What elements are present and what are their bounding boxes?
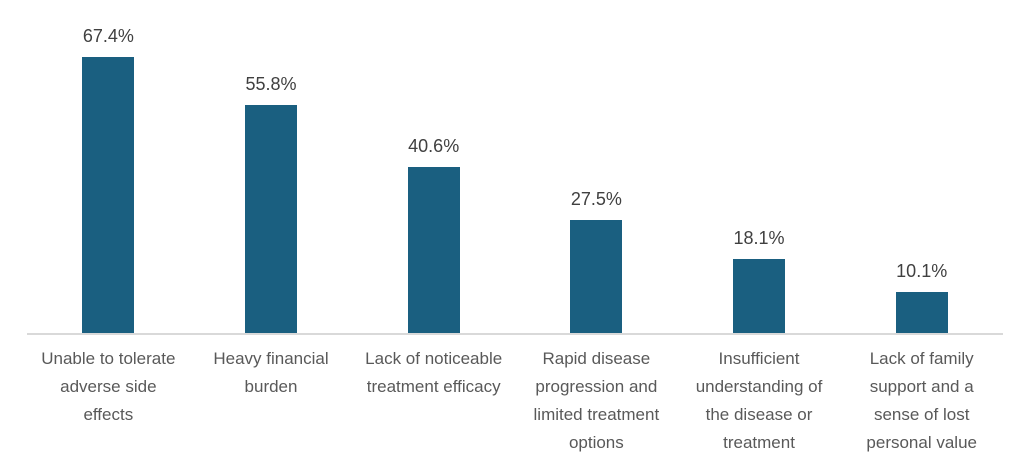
- bar-cell: 10.1%: [840, 0, 1003, 333]
- category-label: Heavy financial burden: [213, 349, 329, 396]
- bar: [895, 291, 948, 333]
- bar: [407, 166, 460, 333]
- bar-cell: 18.1%: [678, 0, 841, 333]
- category-label: Rapid disease progression and limited tr…: [533, 349, 660, 452]
- bar-value-label: 40.6%: [408, 135, 460, 156]
- bar-value-label: 67.4%: [82, 26, 134, 46]
- category-row: Unable to tolerate adverse side effects H…: [27, 345, 1003, 457]
- bar: [570, 220, 623, 333]
- bar-value-label: 55.8%: [245, 73, 297, 94]
- bar: [82, 57, 135, 333]
- category-label: Unable to tolerate adverse side effects: [41, 349, 176, 424]
- bar: [245, 104, 297, 333]
- category-label: Lack of family support and a sense of lo…: [866, 349, 977, 452]
- bar-value-label: 27.5%: [570, 189, 622, 210]
- bar-value-label: 18.1%: [733, 227, 785, 248]
- category-label: Insufficient understanding of the diseas…: [695, 349, 823, 452]
- x-axis-line: [27, 333, 1003, 335]
- bar-value-label: 10.1%: [896, 260, 948, 281]
- bars-row: 67.4% 55.8% 40.6% 27.5% 18.1% 10.1%: [27, 0, 1003, 333]
- bar-cell: 55.8%: [190, 0, 353, 333]
- bar: [733, 258, 786, 333]
- bar-cell: 67.4%: [27, 0, 190, 333]
- bar-cell: 40.6%: [352, 0, 515, 333]
- category-label: Lack of noticeable treatment efficacy: [365, 349, 503, 396]
- bar-cell: 27.5%: [515, 0, 678, 333]
